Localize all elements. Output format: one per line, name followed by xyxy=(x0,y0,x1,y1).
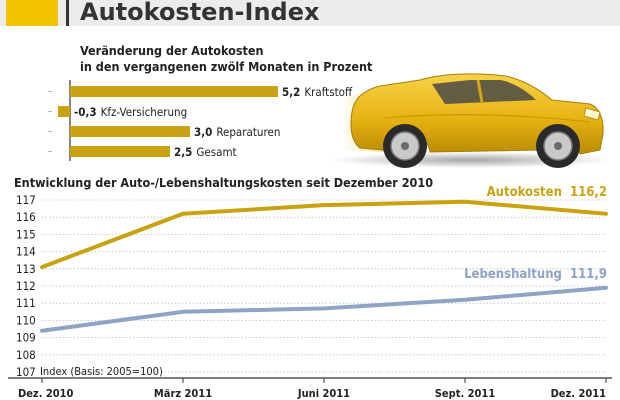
bar-label-1: 5,2 Kraftstoff xyxy=(282,85,353,99)
x-tick-label-1: Dez. 2010 xyxy=(18,387,74,400)
bar-chart-title-line-1: Veränderung der Autokosten xyxy=(80,43,264,58)
y-tick-117: 117 xyxy=(16,193,36,207)
y-tick-107: 107 xyxy=(16,365,36,379)
header-divider xyxy=(66,0,69,26)
bar-category-1: Kraftstoff xyxy=(304,85,353,99)
bar-category-3: Reparaturen xyxy=(216,125,280,139)
y-tick-115: 115 xyxy=(16,227,36,241)
y-tick-113: 113 xyxy=(16,262,36,276)
line-chart-grid xyxy=(8,199,612,379)
page-title: Autokosten-Index xyxy=(80,0,320,26)
bar-value-1: 5,2 xyxy=(282,85,300,99)
series-name-autokosten: Autokosten xyxy=(487,185,562,200)
series-name-lebenshaltung: Lebenshaltung xyxy=(464,267,562,282)
line-chart-series xyxy=(40,199,608,333)
x-tick-label-2: März 2011 xyxy=(154,387,212,400)
bar-category-4: Gesamt xyxy=(196,145,236,159)
series-label-autokosten: Autokosten 116,2 xyxy=(487,185,607,200)
index-note: Index (Basis: 2005=100) xyxy=(40,365,163,378)
y-tick-108: 108 xyxy=(16,348,36,362)
header-accent-square xyxy=(6,0,58,26)
car-body-line xyxy=(384,114,591,123)
car-illustration xyxy=(330,73,610,168)
bar-label-2: -0,3 Kfz-Versicherung xyxy=(74,105,187,119)
car-window-pillar xyxy=(476,79,484,103)
series-line-lebenshaltung xyxy=(40,285,608,333)
series-end-value-lebenshaltung: 111,9 xyxy=(570,267,607,282)
y-tick-114: 114 xyxy=(16,245,36,259)
bar-label-4: 2,5 Gesamt xyxy=(174,145,237,159)
car-windows xyxy=(432,80,536,104)
bar-1 xyxy=(70,86,278,97)
series-line-autokosten xyxy=(40,199,608,270)
x-tick-label-3: Juni 2011 xyxy=(297,387,350,400)
y-tick-111: 111 xyxy=(16,296,36,310)
bar-4 xyxy=(70,146,170,157)
y-tick-109: 109 xyxy=(16,331,36,345)
car-headlight xyxy=(583,107,601,121)
bar-3 xyxy=(70,126,190,137)
bar-label-3: 3,0 Reparaturen xyxy=(194,125,280,139)
header: Autokosten-Index xyxy=(0,0,620,26)
bar-category-2: Kfz-Versicherung xyxy=(101,105,188,119)
line-chart-title: Entwicklung der Auto-/Lebenshaltungskost… xyxy=(14,175,433,190)
bar-chart: Veränderung der Autokosten in den vergan… xyxy=(48,43,373,161)
header-band xyxy=(0,0,620,26)
bar-2 xyxy=(58,106,70,117)
bar-value-2: -0,3 xyxy=(74,105,97,119)
line-chart-y-ticks: 107 108 109 110 111 112 113 114 115 116 117 xyxy=(16,193,36,379)
line-chart-x-ticks: Dez. 2010 März 2011 Juni 2011 Sept. 2011 Dez… xyxy=(18,378,607,400)
y-tick-110: 110 xyxy=(16,313,36,327)
bar-chart-title-line-2: in den vergangenen zwölf Monaten in Proz… xyxy=(80,59,373,74)
bar-value-4: 2,5 xyxy=(174,145,192,159)
y-tick-116: 116 xyxy=(16,210,36,224)
x-tick-label-5: Dez. 2011 xyxy=(551,387,607,400)
rear-wheel xyxy=(383,124,427,168)
series-label-lebenshaltung: Lebenshaltung 111,9 xyxy=(464,267,607,282)
x-tick-label-4: Sept. 2011 xyxy=(435,387,496,400)
bar-value-3: 3,0 xyxy=(194,125,212,139)
line-chart: Entwicklung der Auto-/Lebenshaltungskost… xyxy=(8,175,612,400)
bar-marks: 5,2 Kraftstoff -0,3 Kfz-Versicherung 3,0 Repa… xyxy=(48,80,353,161)
front-wheel xyxy=(536,124,580,168)
y-tick-112: 112 xyxy=(16,279,36,293)
series-end-value-autokosten: 116,2 xyxy=(570,185,607,200)
